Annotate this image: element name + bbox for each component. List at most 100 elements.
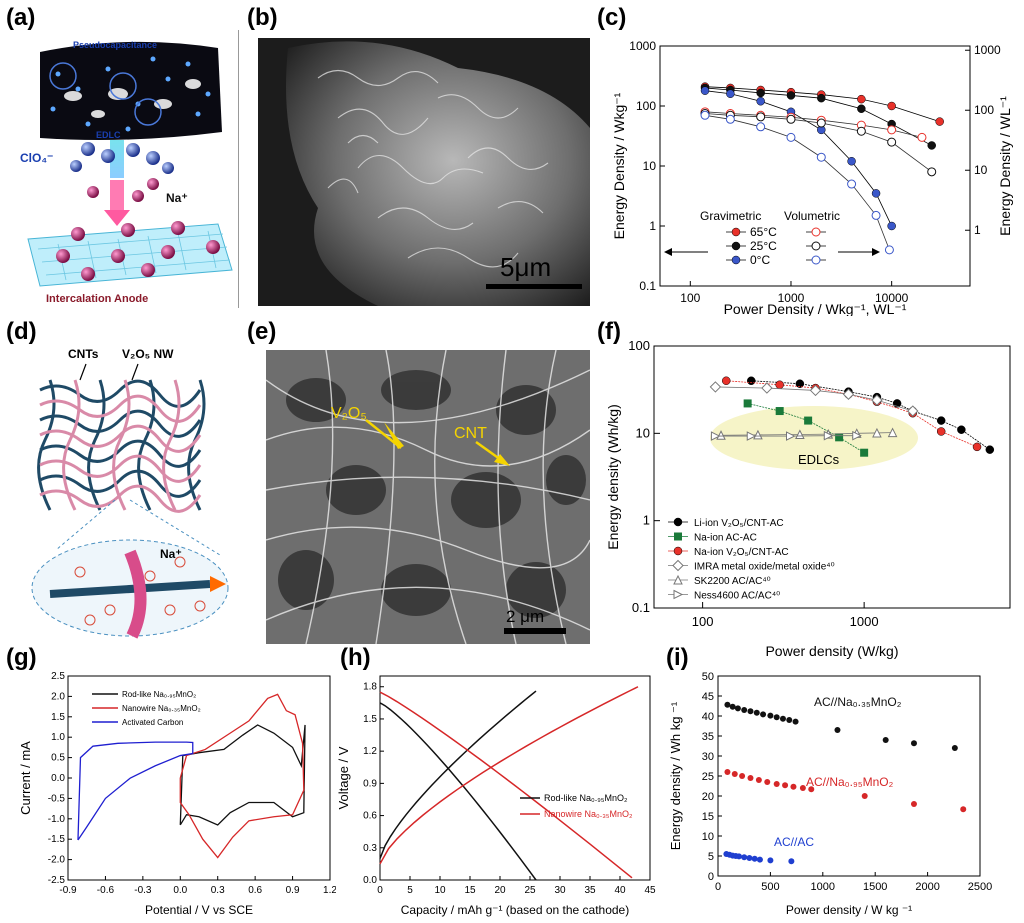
y-tick-label-c: 0.1 (639, 279, 656, 293)
series-label-i: AC//AC (774, 835, 814, 849)
series-line-c (704, 87, 932, 146)
y-tick-label-g: 1.0 (51, 732, 65, 743)
y-tick-label-h: 1.8 (363, 682, 377, 693)
legend-label-c: 0°C (750, 253, 770, 267)
data-point-c (756, 96, 765, 106)
cv-curve-1 (179, 693, 305, 859)
zoom-line-left (55, 499, 116, 551)
data-point-f (746, 431, 757, 441)
x-tick-label-h: 40 (614, 885, 626, 896)
x-tick-label-h: 0 (377, 885, 383, 896)
xlabel-g: Potential / V vs SCE (145, 903, 253, 917)
panel-e-sem-image: V₂O₅ CNT 2 μm (266, 350, 590, 644)
v2o5-wire (124, 549, 147, 639)
y-tick-label-c: 100 (636, 99, 656, 113)
data-point-f (721, 376, 731, 386)
data-point-c (927, 167, 937, 177)
y-tick-label-i: 40 (702, 711, 714, 723)
series-line-f (747, 403, 865, 454)
legend-marker-c-vol (811, 255, 821, 265)
legend-label-c: 25°C (750, 239, 777, 253)
data-point-i (756, 856, 763, 863)
panel-label-d: (d) (6, 318, 37, 345)
data-point-f (795, 429, 805, 439)
edlc-label-f: EDLCs (798, 452, 840, 467)
data-point-f (835, 433, 844, 442)
panel-divider (238, 30, 239, 308)
x-tick-label-f: 1000 (850, 614, 879, 629)
ylabel-c-right: Energy Density / WL⁻¹ (997, 96, 1013, 236)
nw-pointer-icon (131, 363, 139, 381)
y-tick-label-c: 1000 (629, 39, 656, 53)
ylabel-h: Voltage / V (336, 746, 351, 809)
data-point-f (710, 431, 721, 441)
y-tick-label-i: 10 (702, 831, 714, 843)
legend-marker-f (672, 559, 684, 572)
cnt-pointer-icon (79, 363, 87, 381)
x-tick-label-c: 1000 (778, 291, 805, 305)
data-point-c (884, 245, 894, 255)
cnt-label: CNT (454, 425, 487, 442)
data-point-c (786, 91, 796, 100)
x-tick-label-i: 2500 (968, 881, 992, 893)
panel-a-schematic: Pseudocapacitance EDLC ClO₄⁻ Na⁺ Interca… (20, 40, 233, 305)
data-point-i (751, 855, 758, 862)
legend-label-g: Nanowire Na₀.₃₅MnO₂ (122, 704, 201, 713)
data-point-c (887, 101, 896, 111)
panel-label-f: (f) (597, 318, 621, 345)
data-point-i (753, 709, 760, 716)
y-tick-label-i: 0 (708, 871, 714, 883)
x-tick-label-h: 35 (584, 885, 596, 896)
data-point-f (871, 394, 883, 406)
x-tick-label-g: -0.3 (134, 885, 152, 896)
ion-dots (50, 56, 211, 132)
gcd-curve-0 (379, 690, 537, 859)
x-tick-label-h: 20 (494, 885, 506, 896)
data-point-i (786, 717, 793, 723)
x-tick-label-g: 0.9 (286, 885, 300, 896)
x-tick-label-h: 45 (644, 885, 656, 896)
x-tick-label-g: -0.6 (97, 885, 115, 896)
data-point-i (788, 858, 795, 865)
y-tick-label-h: 1.2 (363, 746, 377, 757)
y-tick-label-i: 25 (702, 771, 714, 783)
scale-bar-e-label: 2 μm (506, 607, 544, 626)
y-tick-label-i: 45 (702, 691, 714, 703)
legend-marker-f (673, 589, 684, 600)
legend-label-c: 65°C (750, 225, 777, 239)
plot-frame-h (379, 675, 651, 881)
x-tick-label-g: 1.2 (323, 885, 336, 896)
data-point-c (857, 104, 866, 113)
data-point-c (856, 126, 866, 136)
data-point-i (773, 714, 780, 721)
y-tick-label-c-right: 10 (974, 163, 988, 177)
data-point-i (735, 853, 742, 860)
nanowire-network (37, 379, 206, 513)
data-point-f (761, 382, 773, 394)
legend-label-f: Na-ion AC-AC (694, 533, 757, 544)
scale-bar-b (486, 284, 582, 289)
data-point-i (746, 855, 753, 861)
chart-g: Potential / V vs SCE Current / mA -0.9 -0… (18, 671, 336, 917)
data-point-i (767, 857, 774, 864)
y-tick-label-c-right: 1 (974, 223, 981, 237)
data-point-f (985, 445, 995, 454)
data-point-c (726, 89, 735, 99)
anion-spheres (70, 142, 174, 174)
v2o5-arrow-icon (365, 419, 402, 449)
legend-marker-f (673, 517, 683, 527)
legend-marker-c (731, 255, 741, 265)
legend-gravimetric: Gravimetric (700, 209, 761, 223)
legend-marker-c-vol (811, 227, 821, 237)
x-tick-label-i: 1000 (811, 881, 835, 893)
legend-label-f: Li-ion V₂O₅/CNT-AC (694, 518, 784, 529)
carbon-sheet (40, 41, 222, 140)
intercalation-anode-label: Intercalation Anode (46, 293, 148, 305)
y-tick-label-g: 2.0 (51, 691, 65, 702)
y-tick-label-f: 0.1 (632, 600, 650, 615)
y-tick-label-g: 2.5 (51, 671, 65, 682)
data-point-f (972, 442, 982, 452)
data-point-i (910, 801, 917, 807)
data-point-c (887, 137, 897, 147)
pseudocapacitance-label: Pseudocapacitance (73, 40, 157, 50)
